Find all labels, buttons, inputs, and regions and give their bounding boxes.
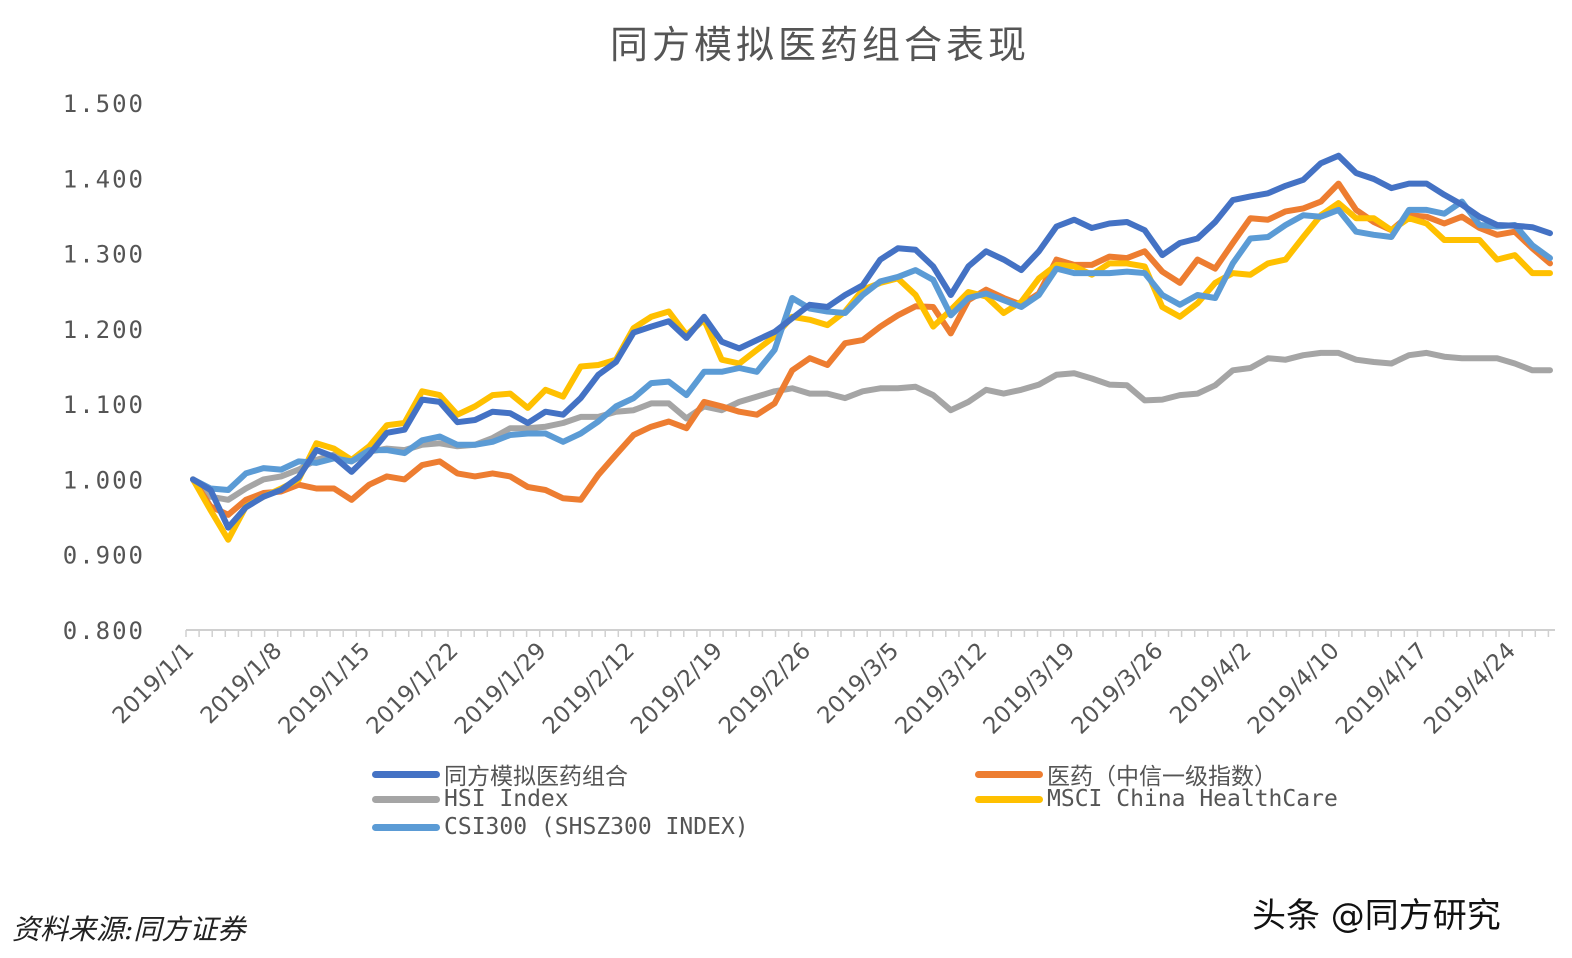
y-tick-label: 1.000	[63, 466, 145, 494]
y-axis: 0.800 0.900 1.000 1.100 1.200 1.300 1.400 1.500	[63, 90, 145, 645]
y-tick-label: 1.200	[63, 316, 145, 344]
y-tick-label: 1.100	[63, 391, 145, 419]
legend-label: MSCI China HealthCare	[1047, 786, 1338, 812]
x-tick-label: 2019/1/29	[450, 638, 552, 740]
plot-area	[190, 152, 1553, 543]
legend-label: CSI300 (SHSZ300 INDEX)	[444, 814, 749, 840]
legend-label: 同方模拟医药组合	[444, 764, 628, 790]
x-tick-label: 2019/1/8	[196, 638, 287, 729]
legend-label: HSI Index	[444, 786, 569, 812]
x-tick-label: 2019/4/10	[1243, 638, 1345, 740]
legend-item-msci: MSCI China HealthCare	[975, 786, 1338, 812]
x-axis: 2019/1/12019/1/82019/1/152019/1/222019/1…	[108, 629, 1555, 740]
source-note: 资料来源:同方证券	[12, 913, 246, 946]
legend-item-csi300: CSI300 (SHSZ300 INDEX)	[372, 814, 749, 840]
x-tick-label: 2019/3/26	[1067, 638, 1169, 740]
y-tick-label: 0.800	[63, 617, 145, 645]
series-line-1	[190, 180, 1553, 518]
x-tick-label: 2019/2/19	[626, 638, 728, 740]
series-line-4	[190, 198, 1553, 493]
x-tick-label: 2019/3/12	[891, 638, 993, 740]
watermark: 头条 @同方研究	[1252, 896, 1501, 936]
x-tick-label: 2019/4/24	[1419, 638, 1521, 740]
legend-item-pharma-index: 医药（中信一级指数）	[975, 757, 1277, 791]
y-tick-label: 1.300	[63, 241, 145, 269]
x-tick-label: 2019/3/19	[979, 638, 1081, 740]
y-tick-label: 0.900	[63, 542, 145, 570]
x-tick-label: 2019/2/12	[538, 638, 640, 740]
legend-item-hsi: HSI Index	[372, 786, 569, 812]
x-tick-label: 2019/4/2	[1165, 638, 1256, 729]
x-tick-label: 2019/2/26	[714, 638, 816, 740]
legend-swatch	[975, 795, 1043, 803]
legend-item-portfolio: 同方模拟医药组合	[372, 757, 628, 791]
series-line-0	[190, 152, 1553, 531]
x-tick-label: 2019/1/15	[274, 638, 376, 740]
y-tick-label: 1.400	[63, 165, 145, 193]
x-tick-label: 2019/3/5	[813, 638, 904, 729]
legend-swatch	[372, 795, 440, 803]
chart-title: 同方模拟医药组合表现	[609, 23, 1030, 67]
legend-label: 医药（中信一级指数）	[1047, 764, 1277, 790]
x-tick-label: 2019/4/17	[1331, 638, 1433, 740]
legend-swatch	[975, 770, 1043, 778]
y-tick-label: 1.500	[63, 90, 145, 118]
x-tick-label: 2019/1/22	[362, 638, 464, 740]
x-tick-label: 2019/1/1	[108, 638, 199, 729]
legend-swatch	[372, 770, 440, 778]
series-line-3	[190, 200, 1553, 543]
legend-swatch	[372, 823, 440, 831]
